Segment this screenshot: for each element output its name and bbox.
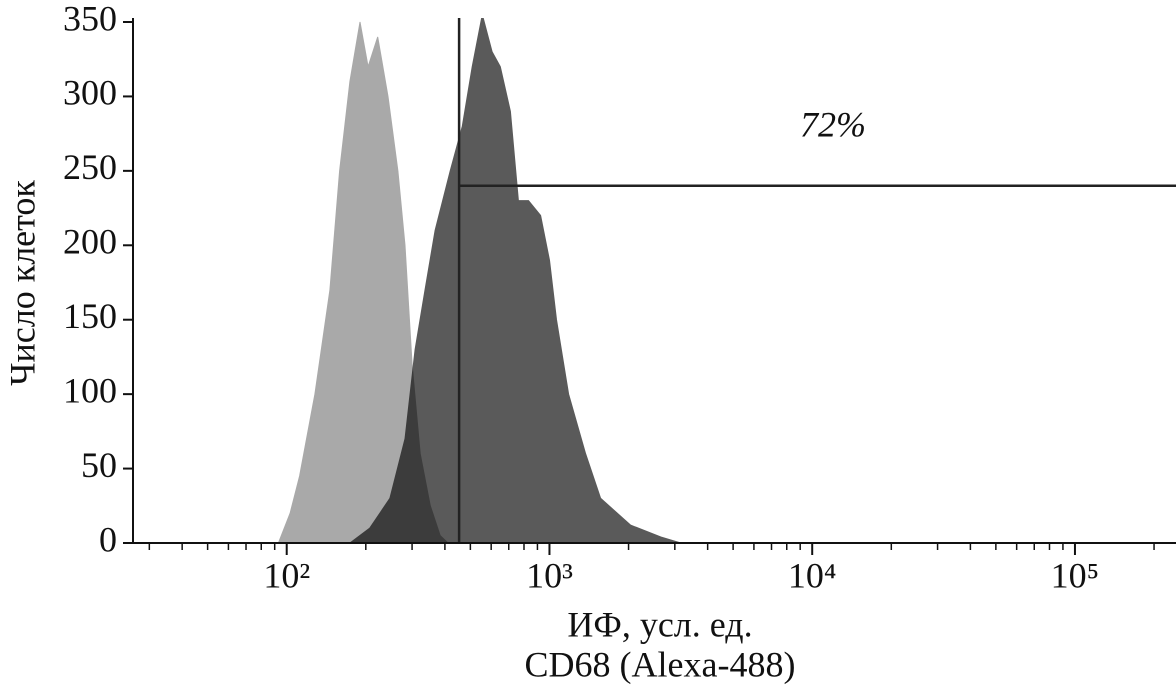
y-tick-label: 100 (63, 370, 117, 410)
x-tick-label: 10⁴ (788, 555, 837, 595)
y-tick-label: 200 (63, 222, 117, 262)
gate-label: 72% (800, 104, 866, 144)
y-tick-label: 50 (81, 445, 117, 485)
x-tick-label: 10⁵ (1051, 555, 1100, 595)
y-tick-label: 300 (63, 73, 117, 113)
x-axis-label: CD68 (Alexa-488) (525, 644, 796, 684)
y-tick-label: 250 (63, 147, 117, 187)
y-tick-label: 150 (63, 296, 117, 336)
histogram-area (348, 18, 681, 544)
x-tick-label: 10³ (526, 555, 573, 595)
y-tick-label: 0 (99, 519, 117, 559)
y-axis-label: Число клеток (2, 180, 42, 386)
x-axis-label: ИФ, усл. ед. (567, 604, 752, 644)
plot-area (277, 18, 681, 544)
x-tick-label: 10² (263, 555, 310, 595)
y-tick-label: 350 (63, 0, 117, 38)
